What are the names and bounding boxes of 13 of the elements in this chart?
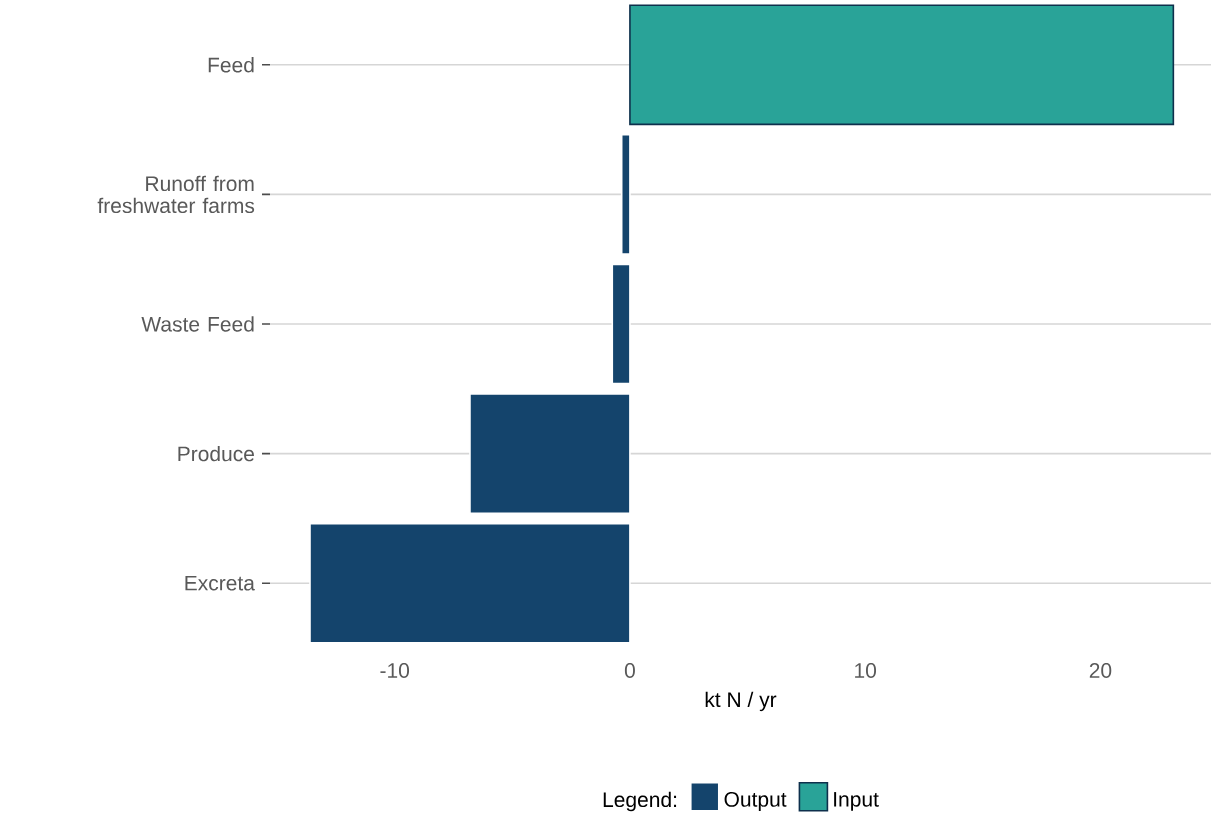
x-axis-title: kt N / yr — [705, 691, 777, 712]
legend-label: Input — [834, 792, 879, 811]
x-tick-label: 10 — [855, 663, 877, 678]
legend-label: Output — [724, 791, 787, 811]
y-tick-label: Feed — [208, 57, 254, 73]
y-tick-label: Runoff from freshwater farms — [97, 175, 255, 214]
y-tick-label: Produce — [178, 445, 254, 462]
y-tick-label: Excreta — [185, 575, 255, 591]
x-tick-label: -10 — [380, 663, 410, 678]
x-tick-label: 0 — [624, 663, 635, 678]
y-tick-label: Waste Feed — [141, 316, 254, 332]
legend-title: Legend: — [603, 791, 677, 812]
x-tick-label: 20 — [1089, 663, 1112, 678]
